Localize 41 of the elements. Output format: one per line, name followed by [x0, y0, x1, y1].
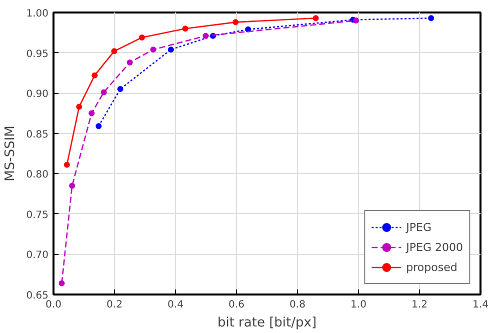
x-tick-label: 0.8 [290, 300, 306, 310]
legend-label: JPEG 2000 [406, 240, 463, 254]
point [58, 280, 65, 286]
x-axis-title: bit rate [bit/px] [217, 316, 317, 330]
point [232, 19, 239, 26]
point [182, 26, 188, 32]
point [312, 15, 319, 22]
point [202, 32, 209, 39]
point [92, 72, 98, 78]
x-tick-label: 0.0 [46, 300, 62, 310]
point [126, 59, 133, 66]
y-axis-title: MS-SSIM [3, 126, 18, 182]
point [76, 104, 82, 110]
point [96, 123, 102, 130]
legend-label: proposed [406, 260, 458, 274]
point [100, 89, 107, 96]
point [428, 15, 434, 22]
point [117, 86, 124, 92]
y-tick-label: 0.85 [26, 129, 48, 140]
y-tick-label: 0.95 [26, 48, 48, 60]
legend-label: JPEG [406, 220, 432, 234]
point [138, 34, 145, 40]
y-tick-label: 0.70 [26, 250, 48, 262]
point [168, 46, 174, 53]
point [69, 182, 76, 189]
x-tick-label: 0.4 [168, 300, 184, 310]
x-tick-label: 1.0 [350, 300, 366, 310]
x-tick-label: 1.4 [472, 300, 488, 310]
point [353, 18, 360, 24]
x-tick-label: 1.2 [412, 300, 428, 310]
point [150, 46, 156, 53]
y-tick-label: 0.75 [26, 210, 48, 221]
y-tick-label: 1.00 [26, 8, 48, 20]
y-tick-label: 0.65 [26, 290, 48, 302]
x-tick-label: 0.2 [106, 300, 122, 310]
y-tick-label: 0.90 [26, 89, 48, 100]
x-tick-label: 0.6 [228, 300, 244, 310]
y-tick-label: 0.80 [26, 170, 48, 181]
point [88, 110, 95, 116]
point [111, 48, 118, 54]
point [64, 162, 70, 168]
